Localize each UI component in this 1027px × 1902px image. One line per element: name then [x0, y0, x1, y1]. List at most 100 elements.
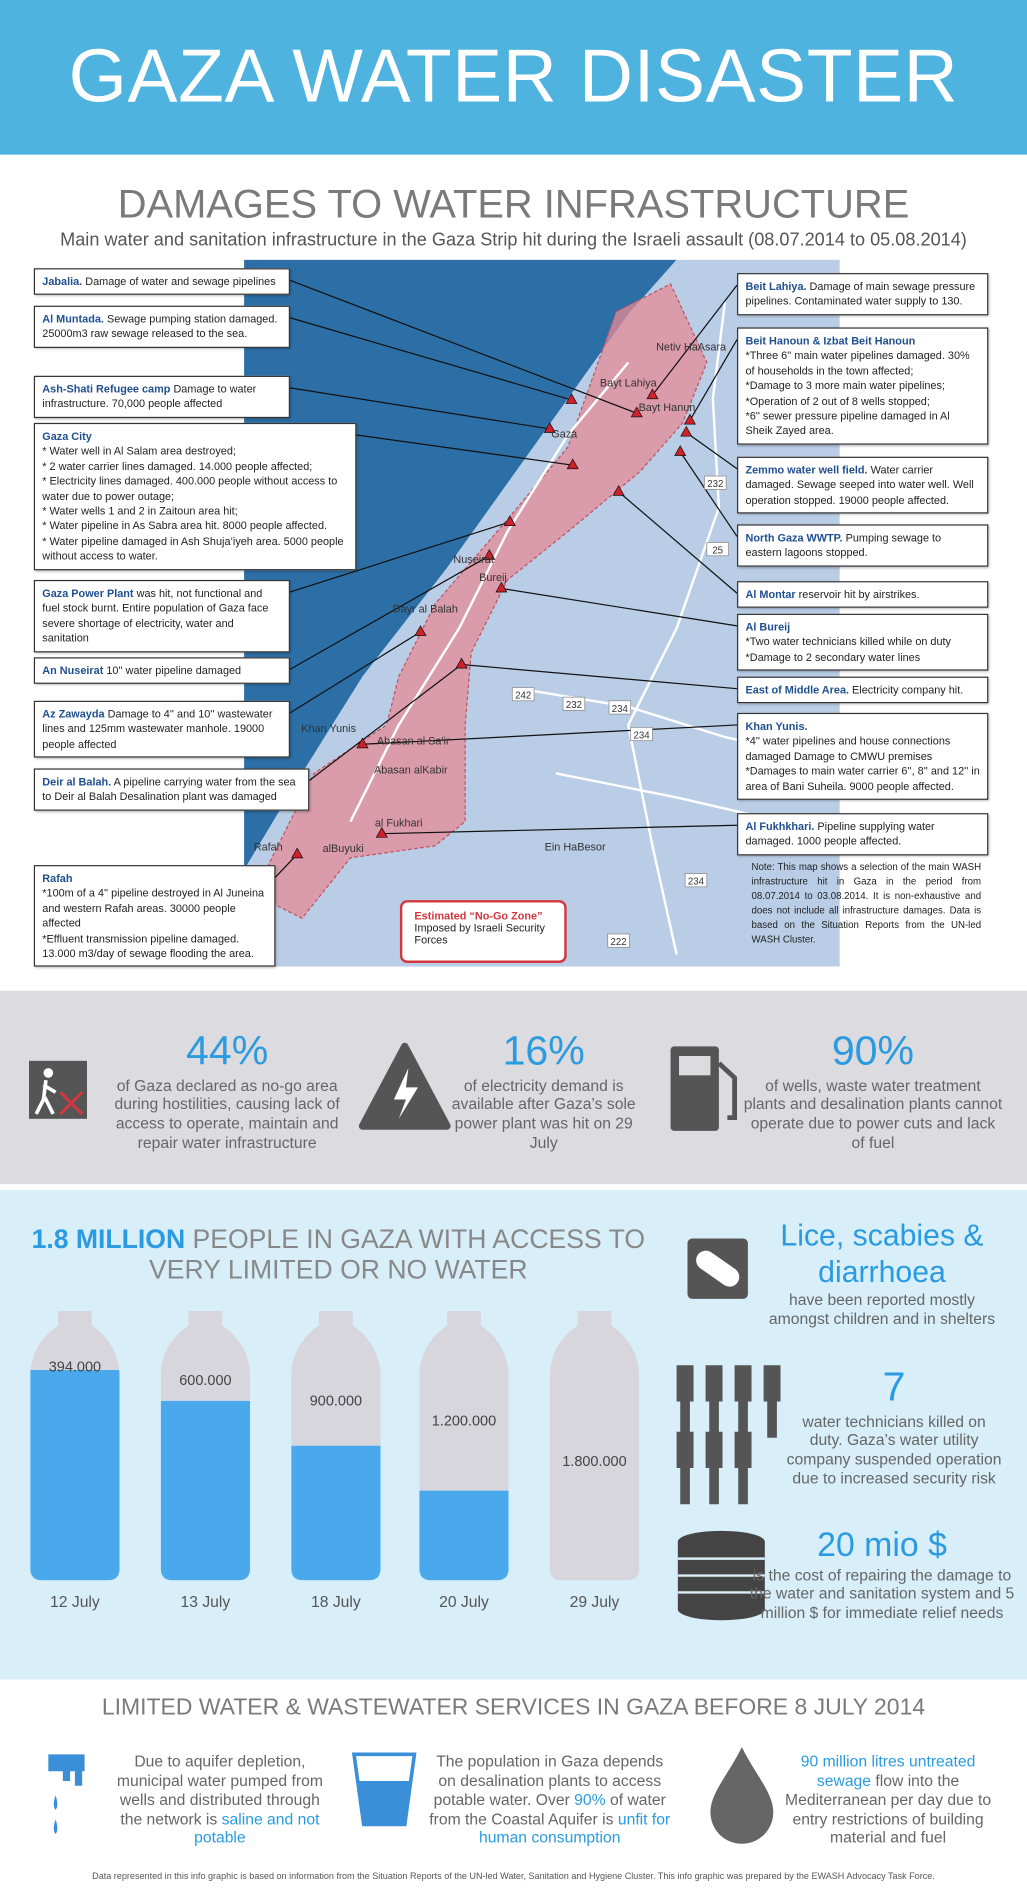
road-shield: [684, 873, 708, 888]
stat: 16% of electricity demand is available a…: [447, 1027, 640, 1152]
tap-icon: [48, 1754, 85, 1786]
callout: Al Bureij *Two water technicians killed w…: [737, 613, 989, 671]
callout-text: Pipeline supplying water damaged. 1000 p…: [745, 820, 935, 848]
callout-name: East of Middle Area.: [745, 683, 850, 696]
connector: [679, 451, 738, 537]
fact: 20 mio $ is the cost of repairing the da…: [749, 1525, 1015, 1622]
icon-part: [393, 1068, 419, 1119]
icon-part: [679, 1056, 711, 1076]
callout: Jabalia. Damage of water and sewage pipe…: [33, 268, 290, 296]
bottle-chart: 394.000 12 July 600.000 13 July 900.000 18 Ju…: [30, 1310, 640, 1611]
callout-name: Deir al Balah.: [42, 775, 112, 788]
section-subtitle: Main water and sanitation infrastructure…: [60, 229, 967, 251]
damage-marker: [680, 425, 693, 437]
callout-text: Pumping sewage to eastern lagoons stoppe…: [745, 531, 942, 559]
callout: Beit Hanoun & Izbat Beit Hanoun *Three 6'…: [737, 327, 989, 445]
connector: [689, 339, 738, 421]
bottle-water: [30, 1369, 120, 1581]
callout: Rafah *100m of a 4'' pipeline destroyed i…: [33, 865, 276, 968]
callout-text: *Effluent transmission pipeline damaged.…: [42, 932, 254, 960]
callout-name: Beit Hanoun & Izbat Beit Hanoun: [745, 334, 916, 347]
value-label: 1.800.000: [562, 1454, 626, 1470]
connector: [618, 491, 738, 594]
place-label: Abasan alKabir: [374, 764, 448, 776]
connector: [651, 284, 738, 396]
connector: [356, 434, 573, 466]
callout: Khan Yunis. *4'' water pipelines and hous…: [737, 712, 989, 800]
place-label: Nuseirat: [453, 554, 493, 566]
place-label: Dayr al Balah: [393, 604, 458, 616]
road-shield: [607, 933, 630, 948]
damage-marker: [291, 847, 304, 859]
callout-text: 10'' water pipeline damaged: [106, 664, 242, 677]
connector: [289, 631, 421, 714]
value-label: 900.000: [310, 1393, 362, 1409]
callout-name: Gaza City: [42, 430, 92, 443]
before-item: The population in Gaza depends on desali…: [429, 1752, 671, 1848]
no-go-box: Estimated “No-Go Zone” Imposed by Israel…: [399, 900, 567, 963]
road-shield: [630, 726, 653, 742]
callout-text: *Two water technicians killed while on d…: [745, 636, 951, 649]
callout-text: Water carrier damaged. Sewage seeped int…: [745, 463, 974, 507]
callout: Al Muntada. Sewage pumping station damag…: [33, 305, 290, 348]
road-number: 222: [611, 937, 627, 948]
coins-icon: [677, 1530, 765, 1621]
before-item: Due to aquifer depletion, municipal wate…: [111, 1752, 328, 1848]
callout-text: A pipeline carrying water from the sea t…: [42, 775, 296, 803]
callout: East of Middle Area. Electricity company…: [737, 676, 989, 704]
road-number: 234: [688, 877, 705, 888]
section-title: DAMAGES TO WATER INFRASTRUCTURE: [117, 181, 910, 226]
connector: [289, 279, 637, 414]
icon-part: [357, 1780, 411, 1825]
x-tick-label: 18 July: [311, 1594, 361, 1611]
callout-text: was hit, not functional and fuel stock b…: [42, 587, 269, 645]
footer: Data represented in this info graphic is…: [92, 1870, 935, 1882]
callout-text: * Water pipeline in As Sabra area hit. 8…: [42, 520, 328, 533]
callout: Gaza Power Plant was hit, not functional…: [33, 579, 290, 652]
callout-text: Damage to 4'' and 10'' wastewater lines …: [42, 708, 273, 751]
fact: Lice, scabies & diarrhoea have been repo…: [761, 1218, 1003, 1328]
damage-marker: [565, 393, 578, 404]
connector: [289, 521, 511, 593]
place-label: Ein HaBesor: [545, 842, 606, 854]
no-go-text: Imposed by Israeli Security Forces: [414, 921, 545, 947]
place-label: Netiv HaAsara: [656, 341, 727, 353]
callout: Zemmo water well field. Water carrier da…: [737, 456, 989, 514]
bottle-water: [160, 1400, 251, 1581]
stat-text: of electricity demand is available after…: [451, 1076, 636, 1151]
damage-marker: [566, 458, 579, 470]
road-number: 25: [712, 546, 723, 557]
icon-part: [43, 1068, 54, 1078]
x-tick-label: 13 July: [181, 1594, 231, 1611]
title: GAZA WATER DISASTER: [68, 35, 959, 119]
connector: [289, 555, 490, 670]
stat-value: 44%: [186, 1028, 269, 1075]
place-label: Bayt Lahiya: [600, 378, 658, 390]
damage-marker: [356, 737, 369, 749]
icon-part: [717, 1061, 738, 1121]
bottle-water: [291, 1445, 381, 1581]
x-tick-label: 20 July: [439, 1594, 489, 1611]
place-label: Rafah: [254, 842, 283, 854]
callout: Al Montar reservoir hit by airstrikes.: [737, 581, 989, 609]
map-note: Note: This map shows a selection of the …: [751, 861, 982, 945]
sea: [244, 259, 677, 870]
bottle-empty: [291, 1310, 381, 1446]
place-label: Gaza: [551, 428, 578, 440]
value-label: 600.000: [179, 1373, 231, 1389]
callout-name: Gaza Power Plant: [42, 587, 134, 600]
place-label: Bayt Hanun: [639, 402, 696, 414]
fact: 7 water technicians killed on duty. Gaza…: [785, 1363, 1002, 1488]
fact-text: is the cost of repairing the damage to t…: [749, 1565, 1015, 1622]
callout-text: * Water well in Al Salam area destroyed;: [42, 445, 236, 458]
callout: Beit Lahiya. Damage of main sewage press…: [737, 273, 989, 316]
stat-text: of Gaza declared as no-go area during ho…: [114, 1076, 340, 1151]
road-number: 232: [566, 700, 582, 711]
damage-marker: [646, 388, 659, 400]
header-band: [0, 0, 1027, 155]
damage-marker: [455, 657, 468, 669]
callout: An Nuseirat 10'' water pipeline damaged: [33, 657, 290, 685]
connectors: [275, 279, 738, 878]
